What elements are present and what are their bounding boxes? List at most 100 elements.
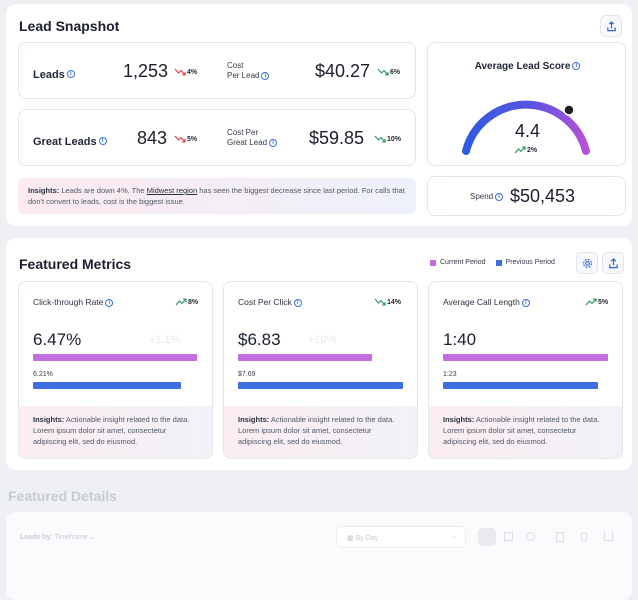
- metric-title: Cost Per Click: [238, 297, 292, 307]
- clipboard-icon[interactable]: [556, 532, 564, 542]
- insight-text-1: Leads are down 4%. The: [61, 186, 145, 195]
- timeframe-label: Timeframe: [54, 534, 88, 541]
- metric-insight-label: Insights:: [33, 415, 65, 424]
- great-leads-change-value: 5%: [187, 135, 198, 143]
- gear-icon: [582, 258, 592, 268]
- trend-down-icon: [377, 68, 389, 76]
- metric-title-wrap: Cost Per Click i: [238, 297, 302, 307]
- metric-card-call-length: Average Call Length i 5% 1:40 1:23 Insigh…: [428, 281, 623, 459]
- leads-panel: Leads i 1,253 4% Cost Per Lead i $40.27 6%: [18, 42, 416, 99]
- great-leads-label: Great Leads: [33, 136, 97, 148]
- by-day-label: By Day: [355, 535, 379, 542]
- by-day-select[interactable]: ▦ By Day ⌄: [336, 526, 466, 548]
- share-button[interactable]: [600, 15, 622, 37]
- insight-link[interactable]: Midwest region: [146, 186, 198, 195]
- legend-previous-swatch: [495, 259, 502, 266]
- gauge-marker: [563, 104, 575, 116]
- metric-insight: Insights: Actionable insight related to …: [19, 406, 212, 458]
- spend-label-wrap: Spend i: [470, 192, 504, 201]
- spend-value: $50,453: [510, 186, 576, 206]
- previous-period-bar: [238, 382, 403, 389]
- great-leads-panel: Great Leads i 843 5% Cost Per Great Lead i…: [18, 109, 416, 166]
- featured-metrics-card: Featured Metrics Current Period Previous…: [6, 238, 632, 470]
- leads-value: 1,253: [123, 61, 169, 81]
- metric-change: 8%: [175, 298, 198, 306]
- info-icon[interactable]: i: [269, 138, 278, 147]
- share-icon: [606, 20, 616, 31]
- cost-per-great-lead-label: Cost Per Great Lead i: [227, 128, 278, 148]
- timeframe-select[interactable]: Timeframe ⌄: [55, 534, 96, 541]
- featured-details-card: Leads by: Timeframe ⌄ ▦ By Day ⌄: [6, 512, 632, 600]
- leads-by-wrap: Leads by: Timeframe ⌄: [20, 533, 96, 541]
- chevron-down-icon: ⌄: [451, 533, 457, 540]
- chart-type-bar-icon[interactable]: [504, 532, 513, 541]
- lead-snapshot-title: Lead Snapshot: [19, 18, 120, 34]
- previous-value: $7.69: [238, 371, 256, 378]
- trend-down-icon: [174, 68, 186, 76]
- metric-insight-text: Actionable insight related to the data. …: [238, 415, 395, 446]
- avg-lead-score-value: 4.4: [514, 121, 541, 141]
- cost-per-great-lead-label-1: Cost Per: [227, 128, 259, 137]
- metric-change-value: 5%: [598, 298, 609, 306]
- info-icon[interactable]: i: [495, 192, 504, 201]
- cost-per-lead-label-2: Per Lead: [227, 71, 260, 80]
- cost-per-great-lead-change-value: 10%: [387, 135, 402, 143]
- cost-per-lead-label-1: Cost: [227, 61, 244, 70]
- trend-up-icon: [585, 298, 597, 306]
- info-icon[interactable]: i: [521, 298, 530, 307]
- calendar-icon: ▦: [347, 535, 354, 542]
- chart-type-pie-icon[interactable]: [526, 532, 535, 541]
- metric-value: $6.83: [238, 330, 281, 349]
- lead-snapshot-card: Lead Snapshot Leads i 1,253 4% Cost Per L…: [6, 4, 632, 226]
- leads-by-label: Leads by:: [20, 534, 53, 541]
- leads-label-wrap: Leads i: [33, 65, 75, 83]
- metric-value: 1:40: [443, 330, 477, 349]
- export-button[interactable]: [602, 252, 624, 274]
- metric-change-value: 8%: [188, 298, 199, 306]
- trend-down-icon: [374, 298, 386, 306]
- share-icon[interactable]: [604, 532, 613, 541]
- microphone-icon[interactable]: [581, 532, 587, 542]
- previous-value: 1:23: [443, 371, 457, 378]
- metric-insight-label: Insights:: [443, 415, 475, 424]
- metric-change: 14%: [374, 298, 401, 306]
- previous-value: 6.21%: [33, 371, 53, 378]
- info-icon[interactable]: i: [105, 298, 114, 307]
- metric-card-ctr: Click-through Rate i 8% 6.47% +1.1% 6.21%…: [18, 281, 213, 459]
- legend-previous-label: Previous Period: [505, 259, 555, 266]
- cost-per-great-lead-value: $59.85: [309, 128, 365, 148]
- trend-down-icon: [174, 135, 186, 143]
- avg-lead-score-title-wrap: Average Lead Score i: [428, 61, 627, 72]
- cost-per-lead-label: Cost Per Lead i: [227, 61, 270, 81]
- info-icon[interactable]: i: [261, 71, 270, 80]
- cost-per-great-lead-change: 10%: [374, 135, 401, 143]
- leads-change: 4%: [174, 68, 197, 76]
- info-icon[interactable]: i: [98, 136, 107, 145]
- settings-button[interactable]: [576, 252, 598, 274]
- legend-current-swatch: [430, 259, 436, 266]
- chart-type-line-button[interactable]: [478, 528, 496, 546]
- featured-details-title: Featured Details: [8, 488, 117, 504]
- avg-lead-score-change: 2%: [514, 146, 537, 154]
- info-icon[interactable]: i: [572, 62, 581, 71]
- metric-insight: Insights: Actionable insight related to …: [429, 406, 622, 458]
- metric-title: Average Call Length: [443, 297, 520, 307]
- lead-score-gauge: [462, 100, 590, 155]
- info-icon[interactable]: i: [293, 298, 302, 307]
- legend-current: Current Period: [430, 259, 486, 266]
- great-leads-change: 5%: [174, 135, 197, 143]
- metric-title-wrap: Click-through Rate i: [33, 297, 114, 307]
- metric-card-cpc: Cost Per Click i 14% $6.83 +10% $7.69 Ins…: [223, 281, 418, 459]
- current-period-bar: [443, 354, 608, 361]
- metric-insight-label: Insights:: [238, 415, 270, 424]
- trend-up-icon: [514, 146, 526, 154]
- info-icon[interactable]: i: [66, 69, 75, 78]
- avg-lead-score-panel: Average Lead Score i 4.4 2%: [427, 42, 626, 166]
- previous-period-bar: [33, 382, 181, 389]
- cost-per-great-lead-label-2: Great Lead: [227, 138, 268, 147]
- spend-label: Spend: [470, 192, 494, 201]
- insight-text-2: has seen the biggest decrease since last…: [28, 186, 405, 206]
- metric-title: Click-through Rate: [33, 297, 104, 307]
- metric-insight-text: Actionable insight related to the data. …: [443, 415, 600, 446]
- metric-delta: +10%: [308, 334, 337, 346]
